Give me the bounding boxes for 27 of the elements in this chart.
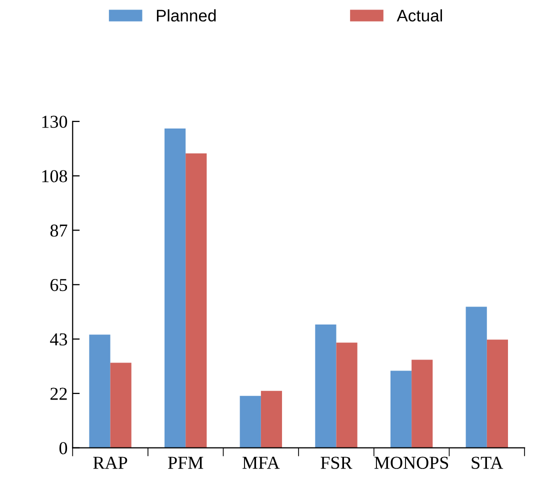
bar (466, 306, 487, 448)
x-tick-label: RAP (93, 456, 128, 469)
y-tick-label: 65 (50, 278, 68, 292)
x-tick-label: PFM (168, 456, 204, 469)
y-tick-label: 130 (42, 116, 68, 128)
bar (412, 360, 433, 448)
x-tick-label: MONOPS (374, 456, 448, 469)
bar (186, 153, 207, 448)
y-tick-label: 22 (50, 388, 67, 400)
bar (486, 340, 508, 448)
bar (336, 342, 358, 448)
y-tick-label: 43 (50, 333, 68, 346)
bar (164, 128, 186, 448)
y-tick-label: 87 (50, 224, 68, 237)
x-tick-label: STA (472, 456, 504, 469)
y-tick-label: 0 (59, 442, 68, 454)
x-tick-label: MFA (242, 456, 280, 469)
legend-label: Planned (156, 9, 216, 22)
bar (89, 334, 110, 448)
bar (315, 324, 336, 448)
bar (390, 370, 412, 448)
bar (240, 396, 261, 448)
legend-label: Actual (396, 9, 442, 22)
y-tick-label: 108 (42, 170, 68, 182)
bar (260, 390, 282, 448)
bar (110, 362, 132, 448)
x-tick-label: FSR (320, 456, 352, 469)
